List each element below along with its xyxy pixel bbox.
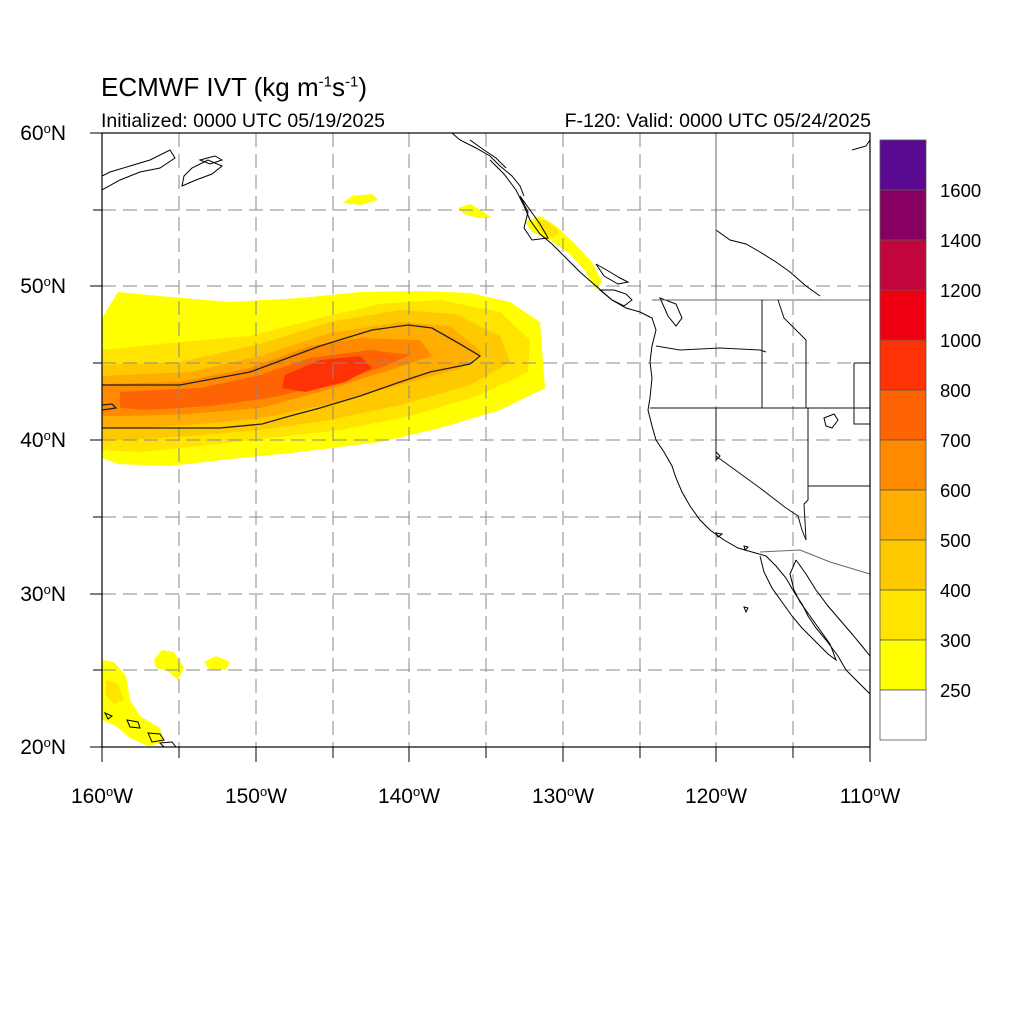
colorbar	[879, 139, 927, 741]
colorbar-box	[879, 689, 927, 741]
ivt-coastal-band	[525, 216, 602, 290]
lat-label-40: 40oN	[20, 428, 66, 452]
colorbar-label-300: 300	[940, 630, 971, 651]
colorbar-box	[879, 539, 927, 591]
lon-label-150: 150oW	[224, 784, 288, 808]
colorbar-label-800: 800	[940, 380, 971, 401]
state-borders	[650, 133, 870, 575]
colorbar-box	[879, 589, 927, 641]
lon-label-140: 140oW	[377, 784, 441, 808]
colorbar-box	[879, 339, 927, 391]
lon-label-120: 120oW	[684, 784, 748, 808]
colorbar-label-600: 600	[940, 480, 971, 501]
colorbar-label-1600: 1600	[940, 180, 982, 201]
chart-title: ECMWF IVT (kg m-1s-1)	[101, 72, 367, 102]
colorbar-box	[879, 239, 927, 291]
lat-label-20: 20oN	[20, 735, 66, 759]
colorbar-label-1000: 1000	[940, 330, 982, 351]
colorbar-box	[879, 189, 927, 241]
axis-ticks	[90, 132, 871, 762]
colorbar-box	[879, 439, 927, 491]
lon-label-130: 130oW	[531, 784, 595, 808]
colorbar-label-1400: 1400	[940, 230, 982, 251]
colorbar-label-700: 700	[940, 430, 971, 451]
colorbar-box	[879, 139, 927, 191]
coastlines	[102, 133, 870, 747]
ivt-shading	[102, 194, 602, 746]
lat-label-30: 30oN	[20, 582, 66, 606]
colorbar-label-400: 400	[940, 580, 971, 601]
lon-label-160: 160oW	[70, 784, 134, 808]
colorbar-label-250: 250	[940, 680, 971, 701]
colorbar-box	[879, 639, 927, 691]
colorbar-box	[879, 289, 927, 341]
colorbar-box	[879, 489, 927, 541]
ivt-500-contour	[102, 324, 482, 429]
ivt-800-band	[282, 356, 372, 392]
valid-time-label: F-120: Valid: 0000 UTC 05/24/2025	[564, 110, 871, 132]
colorbar-label-1200: 1200	[940, 280, 982, 301]
initialized-label: Initialized: 0000 UTC 05/19/2025	[101, 110, 386, 132]
colorbar-box	[879, 389, 927, 441]
lat-label-60: 60oN	[20, 121, 66, 145]
colorbar-label-500: 500	[940, 530, 971, 551]
lon-label-110: 110oW	[839, 784, 901, 808]
lat-label-50: 50oN	[20, 274, 66, 298]
graticule	[102, 133, 870, 747]
